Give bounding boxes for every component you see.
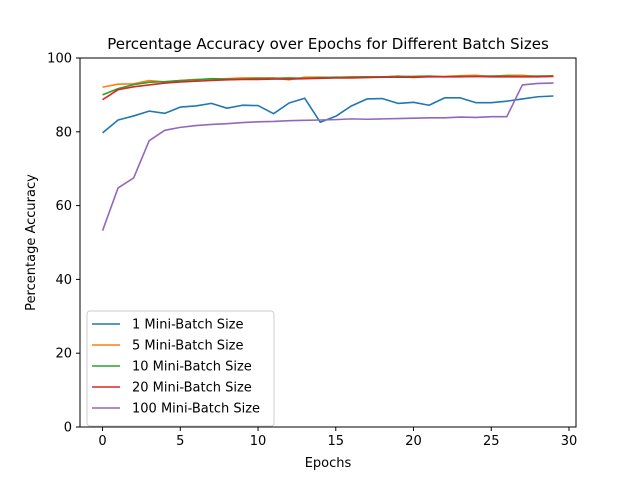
x-tick-label: 10	[250, 434, 267, 449]
legend-label-4: 20 Mini-Batch Size	[132, 381, 252, 396]
series-line-4	[102, 75, 554, 101]
y-axis: 0 20 40 60 80 100	[47, 52, 80, 436]
y-tick-label: 80	[55, 125, 72, 140]
x-tick-label: 25	[483, 434, 500, 449]
x-tick-label: 20	[405, 434, 422, 449]
x-tick-label: 0	[98, 434, 106, 449]
x-tick-label: 15	[328, 434, 345, 449]
legend-box	[86, 310, 275, 427]
x-tick-label: 30	[561, 434, 578, 449]
y-tick-label: 60	[55, 199, 72, 214]
y-tick-label: 20	[55, 347, 72, 362]
series-line-1	[102, 95, 554, 134]
legend-label-5: 100 Mini-Batch Size	[132, 402, 260, 417]
series-layer	[101, 74, 554, 231]
legend-label-3: 10 Mini-Batch Size	[132, 360, 252, 375]
legend: 1 Mini-Batch Size 5 Mini-Batch Size 10 Min…	[86, 310, 275, 427]
x-axis-label: Epochs	[305, 456, 352, 471]
series-line-5	[101, 82, 554, 231]
y-tick-label: 0	[64, 421, 72, 436]
chart-title: Percentage Accuracy over Epochs for Diff…	[107, 35, 549, 53]
plot-area-frame	[79, 57, 577, 428]
y-tick-label: 40	[55, 273, 72, 288]
x-axis: 0 5 10 15 20 25 30	[98, 427, 577, 449]
x-tick-label: 5	[176, 434, 184, 449]
y-axis-label: Percentage Accuracy	[24, 174, 39, 311]
y-tick-label: 100	[47, 52, 72, 67]
legend-label-2: 5 Mini-Batch Size	[132, 339, 244, 354]
legend-label-1: 1 Mini-Batch Size	[132, 318, 244, 333]
